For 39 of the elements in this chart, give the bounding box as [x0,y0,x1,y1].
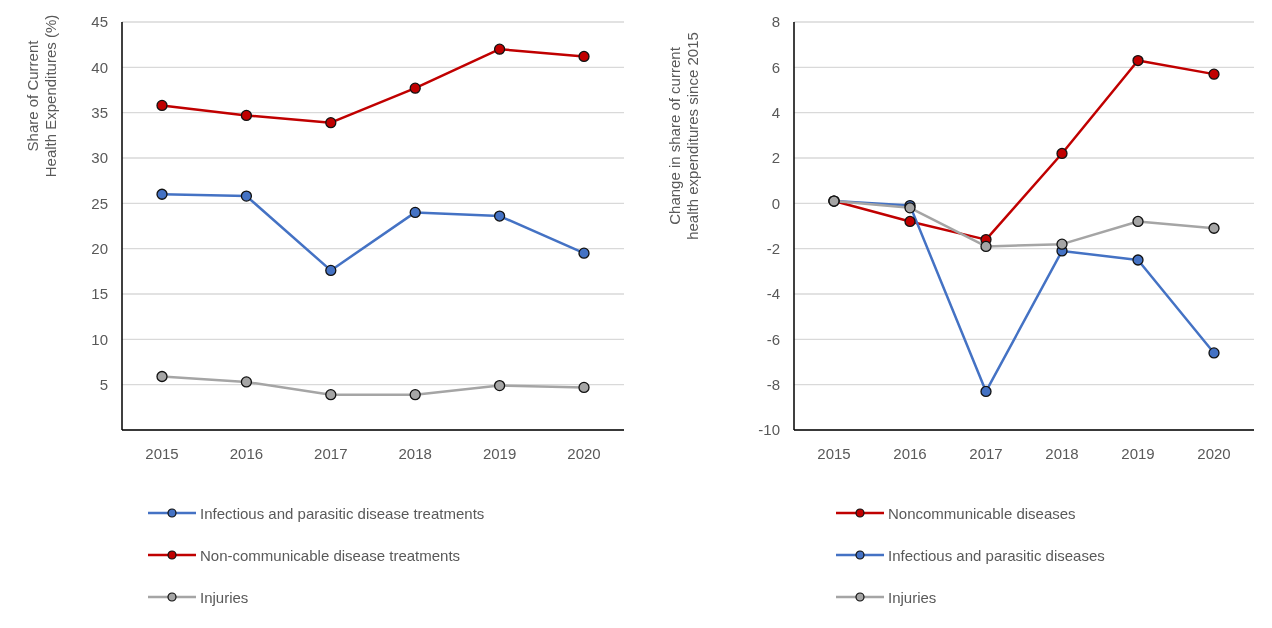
y-tick-label: 10 [91,330,108,348]
legend-label: Injuries [888,588,937,606]
x-tick-label: 2019 [482,444,517,462]
y-tick-label: 30 [91,149,108,167]
y-axis-title: Change in share of current health expenditures since 2015 [666,32,701,240]
y-tick-label: 6 [771,58,780,76]
y-tick-label: 40 [91,58,108,76]
x-tick-label: 2015 [145,444,179,462]
y-tick-label: 0 [771,194,780,212]
x-tick-label: 2019 [1121,444,1155,462]
x-tick-label: 2020 [1197,444,1231,462]
legend-label: Injuries [200,588,249,606]
y-tick-label: 5 [99,375,108,393]
x-tick-label: 2015 [817,444,851,462]
y-tick-label: -8 [766,375,780,393]
x-tick-label: 2017 [969,444,1003,462]
x-tick-label: 2016 [893,444,927,462]
y-tick-label: 20 [91,239,108,257]
y-tick-label: -10 [758,421,780,439]
y-tick-label: 8 [771,13,780,31]
y-tick-label: 4 [771,103,780,121]
y-tick-label: 15 [91,285,108,303]
x-tick-label: 2018 [1045,444,1079,462]
y-tick-label: 2 [771,149,780,167]
x-tick-label: 2018 [398,444,432,462]
legend-label: Non-communicable disease treatments [200,546,461,564]
legend-label: Infectious and parasitic disease treatments [200,504,485,522]
y-axis-title: Share of Current Health Expenditures (%) [24,14,59,178]
y-tick-label: 25 [91,194,108,212]
legend-label: Noncommunicable diseases [888,504,1076,522]
x-tick-label: 2017 [314,444,348,462]
x-tick-label: 2016 [229,444,264,462]
legend-label: Infectious and parasitic diseases [888,546,1105,564]
y-tick-label: -2 [766,239,780,257]
x-tick-label: 2020 [567,444,601,462]
y-tick-label: -6 [766,330,780,348]
y-tick-label: 45 [91,13,108,31]
y-tick-label: -4 [766,285,780,303]
y-tick-label: 35 [91,103,108,121]
